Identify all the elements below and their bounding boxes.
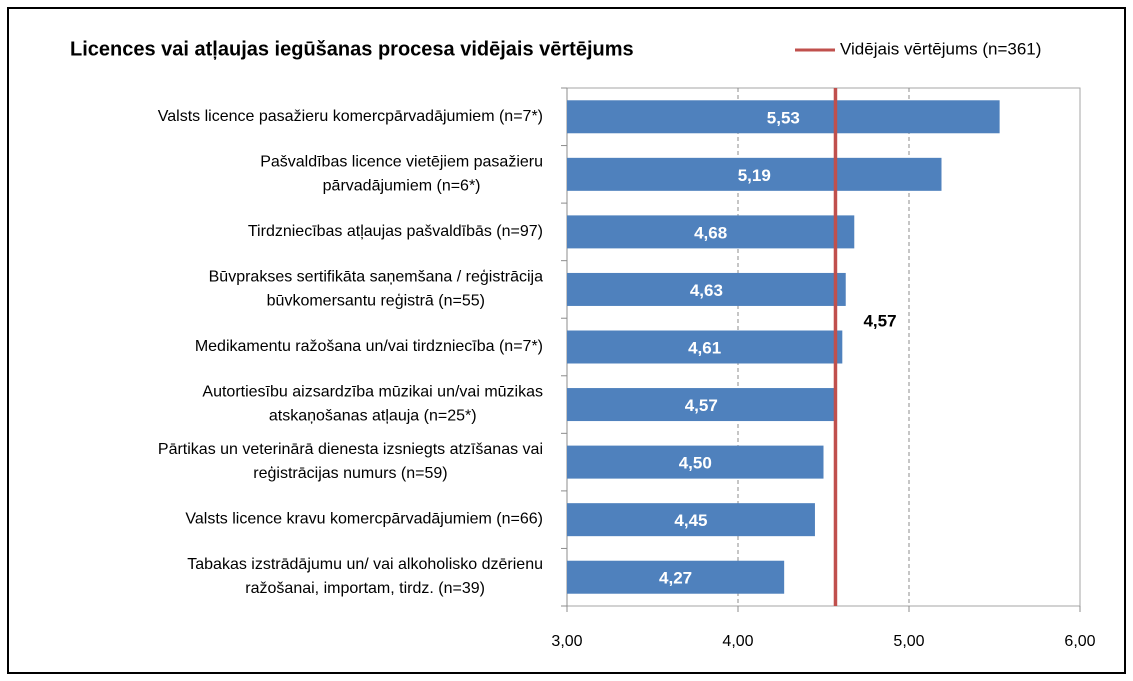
- category-label-line: Pārtikas un veterinārā dienesta izsniegt…: [158, 441, 543, 458]
- category-label: Pašvaldības licence vietējiem pasažieru p…: [260, 154, 543, 195]
- bar: [567, 445, 824, 479]
- category-label: Būvprakses sertifikāta saņemšana / reģis…: [209, 268, 543, 310]
- category-label-line: atskaņošanas atļauja (n=25*): [269, 408, 477, 425]
- category-label-line: Valsts licence kravu komercpārvadājumiem…: [185, 511, 543, 528]
- category-label-line: Tirdzniecības atļaujas pašvaldībās (n=97…: [248, 223, 543, 240]
- category-label-line: Pašvaldības licence vietējiem pasažieru: [260, 154, 543, 171]
- x-tick-label: 5,00: [893, 633, 924, 650]
- value-label: 4,57: [685, 396, 718, 415]
- category-label-line: reģistrācijas numurs (n=59): [253, 464, 447, 482]
- value-label: 4,27: [659, 569, 692, 588]
- category-label: Autortiesību aizsardzība mūzikai un/vai …: [202, 384, 543, 425]
- bar: [567, 157, 942, 191]
- chart-title: Licences vai atļaujas iegūšanas procesa …: [70, 38, 634, 60]
- bar: [567, 388, 836, 422]
- category-label-line: būvkomersantu reģistrā (n=55): [267, 292, 485, 310]
- value-label: 5,53: [767, 108, 800, 127]
- category-label: Valsts licence kravu komercpārvadājumiem…: [185, 511, 543, 528]
- category-label: Pārtikas un veterinārā dienesta izsniegt…: [158, 441, 543, 482]
- bar: [567, 560, 785, 594]
- bar: [567, 503, 815, 537]
- bar: [567, 215, 855, 249]
- legend-label: Vidējais vērtējums (n=361): [840, 39, 1041, 58]
- category-label-line: Autortiesību aizsardzība mūzikai un/vai …: [202, 384, 543, 401]
- category-label-line: Būvprakses sertifikāta saņemšana / reģis…: [209, 268, 543, 286]
- value-label: 5,19: [738, 166, 771, 185]
- x-tick-label: 4,00: [722, 633, 753, 650]
- category-label: Valsts licence pasažieru komercpārvadāju…: [158, 108, 543, 125]
- bar: [567, 272, 846, 306]
- category-label-line: Valsts licence pasažieru komercpārvadāju…: [158, 108, 543, 125]
- category-label-line: pārvadājumiem (n=6*): [323, 178, 481, 195]
- category-label-line: Tabakas izstrādājumu un/ vai alkoholisko…: [187, 556, 543, 573]
- category-label: Tabakas izstrādājumu un/ vai alkoholisko…: [187, 556, 543, 597]
- value-label: 4,45: [674, 511, 707, 530]
- x-tick-label: 3,00: [551, 633, 582, 650]
- category-label: Medikamentu ražošana un/vai tirdzniecība…: [195, 338, 543, 355]
- category-label-line: Medikamentu ražošana un/vai tirdzniecība…: [195, 338, 543, 355]
- category-label: Tirdzniecības atļaujas pašvaldībās (n=97…: [248, 223, 543, 240]
- category-label-line: ražošanai, importam, tirdz. (n=39): [245, 580, 485, 597]
- value-label: 4,50: [679, 454, 712, 473]
- bar: [567, 330, 843, 364]
- bar: [567, 100, 1000, 134]
- value-label: 4,61: [688, 338, 721, 357]
- x-tick-label: 6,00: [1064, 633, 1095, 650]
- reference-label: 4,57: [863, 311, 896, 330]
- value-label: 4,63: [690, 281, 723, 300]
- value-label: 4,68: [694, 223, 727, 242]
